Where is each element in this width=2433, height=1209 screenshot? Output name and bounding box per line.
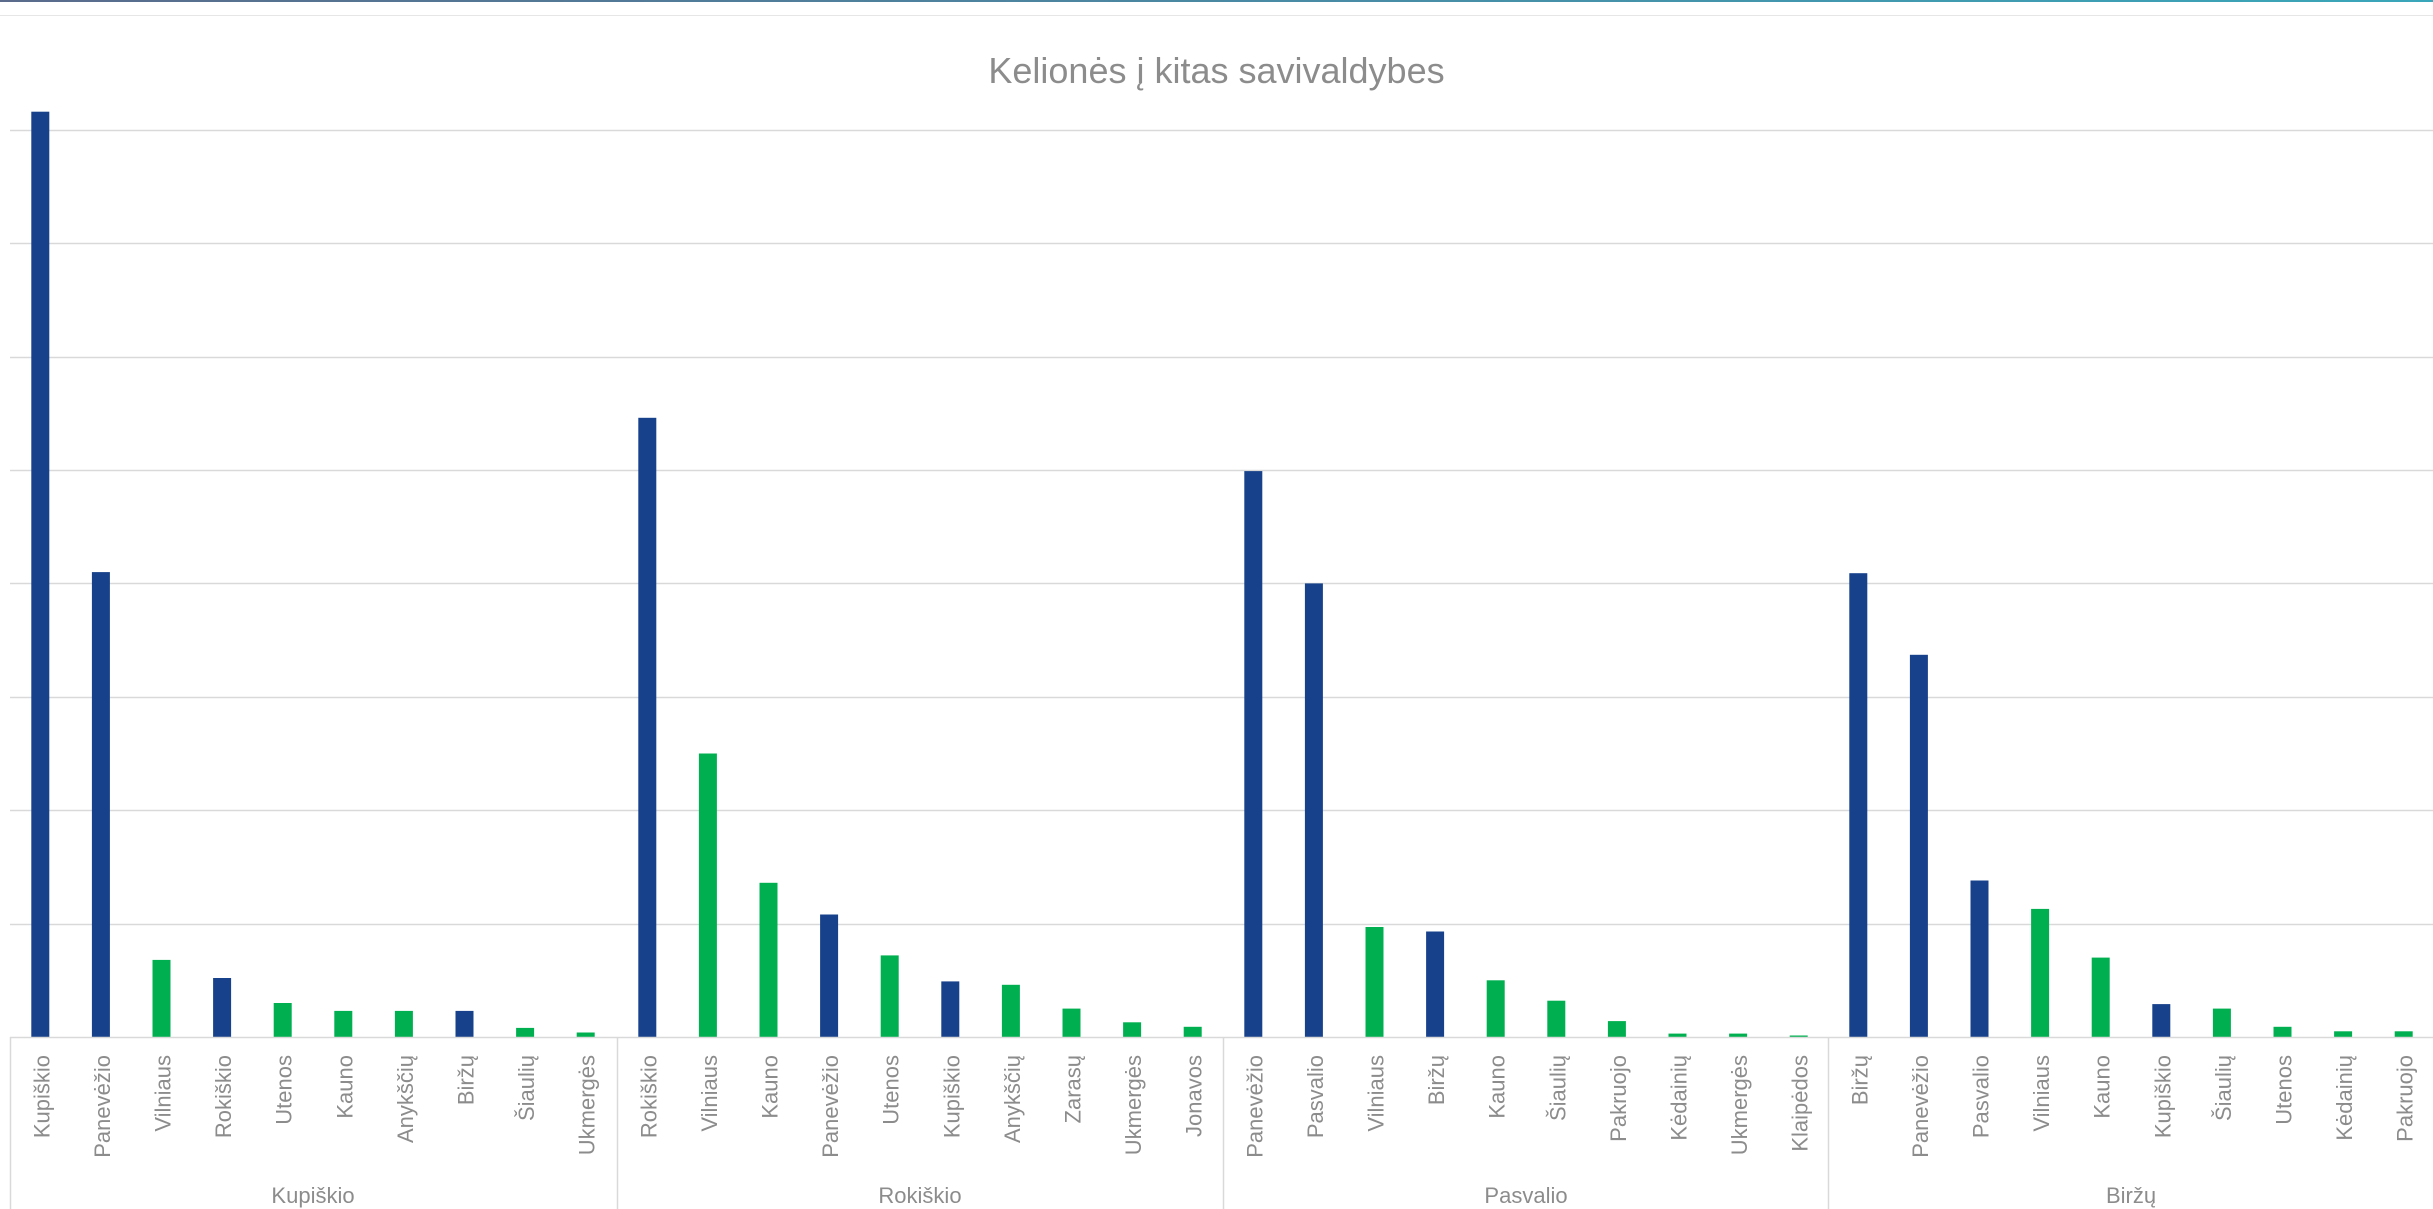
category-tick-label: Anykščių [1000, 1055, 1025, 1143]
category-tick-label: Utenos [2272, 1055, 2297, 1125]
top-divider [0, 15, 2433, 16]
bar [1304, 583, 1323, 1037]
category-axis: Kupiškio Panevėžio Vilniaus Rokiškio Utenos K… [9, 1036, 2433, 1209]
category-tick-label: Šiaulių [2211, 1055, 2236, 1121]
bar [2031, 908, 2050, 1037]
bar [1789, 1035, 1808, 1037]
category-tick-label: Pasvalio [1969, 1055, 1994, 1138]
category-tick-label: Jonavos [1182, 1055, 1207, 1137]
bar [91, 572, 110, 1037]
group-label: Kupiškio [271, 1183, 354, 1208]
bar [820, 914, 839, 1037]
category-tick-label: Ukmergės [1121, 1055, 1146, 1155]
category-tick-label: Kupiškio [2150, 1055, 2175, 1138]
bar [2273, 1026, 2292, 1037]
bar [152, 959, 171, 1037]
category-tick-label: Ukmergės [575, 1055, 600, 1155]
category-tick-label: Pasvalio [1303, 1055, 1328, 1138]
bar [1001, 984, 1020, 1037]
category-tick-label: Rokiškio [211, 1055, 236, 1138]
bar [941, 981, 960, 1037]
gridlines [10, 129, 2433, 926]
bar [1909, 654, 1928, 1037]
category-tick-label: Utenos [272, 1055, 297, 1125]
bar [394, 1010, 413, 1037]
bar [1123, 1022, 1142, 1037]
bar [880, 955, 899, 1037]
category-tick-label: Vilniaus [697, 1055, 722, 1132]
category-tick-label: Šiaulių [514, 1055, 539, 1121]
category-tick-label: Kėdainių [1667, 1055, 1692, 1141]
category-tick-label: Vilniaus [151, 1055, 176, 1132]
category-tick-label: Utenos [879, 1055, 904, 1125]
category-tick-label: Kauno [332, 1055, 357, 1119]
bar [1849, 573, 1868, 1037]
bar [576, 1032, 595, 1037]
bar [2212, 1008, 2231, 1037]
bars [31, 111, 2413, 1038]
category-tick-label: Kauno [758, 1055, 783, 1119]
category-tick-label: Biržų [454, 1055, 479, 1105]
bar [1486, 980, 1505, 1037]
group-label: Pasvalio [1484, 1183, 1567, 1208]
category-tick-label: Biržų [1847, 1055, 1872, 1105]
category-tick-label: Panevėžio [818, 1055, 843, 1158]
category-tick-label: Kauno [2090, 1055, 2115, 1119]
chart-title: Kelionės į kitas savivaldybes [988, 50, 1445, 91]
bar [2334, 1031, 2353, 1037]
bar [334, 1010, 353, 1037]
group-label: Biržų [2106, 1183, 2156, 1208]
bar [455, 1010, 474, 1037]
bar [1547, 1000, 1566, 1037]
bar [1426, 931, 1445, 1037]
bar [273, 1003, 292, 1037]
category-tick-label: Panevėžio [1908, 1055, 1933, 1158]
category-tick-label: Pakruojo [1606, 1055, 1631, 1142]
category-tick-label: Zarasų [1061, 1055, 1086, 1123]
category-tick-label: Klaipėdos [1788, 1055, 1813, 1152]
bar [1365, 927, 1384, 1037]
bar [31, 111, 50, 1037]
bar [213, 978, 232, 1037]
category-tick-label: Kauno [1485, 1055, 1510, 1119]
category-tick-label: Biržų [1424, 1055, 1449, 1105]
category-tick-label: Šiaulių [1545, 1055, 1570, 1121]
bar [2152, 1004, 2171, 1037]
top-accent-strip [0, 0, 2433, 2]
bar [1244, 471, 1263, 1038]
category-tick-label: Rokiškio [636, 1055, 661, 1138]
category-tick-label: Vilniaus [1364, 1055, 1389, 1132]
category-tick-label: Kupiškio [939, 1055, 964, 1138]
bar [759, 882, 778, 1037]
bar [1062, 1008, 1081, 1037]
category-tick-label: Pakruojo [2393, 1055, 2418, 1142]
bar [1607, 1021, 1626, 1037]
category-tick-label: Panevėžio [1242, 1055, 1267, 1158]
bar [1668, 1033, 1687, 1037]
category-tick-label: Kupiškio [29, 1055, 54, 1138]
category-tick-label: Anykščių [393, 1055, 418, 1143]
category-tick-label: Panevėžio [90, 1055, 115, 1158]
bar [1729, 1033, 1748, 1037]
category-tick-label: Kėdainių [2332, 1055, 2357, 1141]
bar [1970, 880, 1989, 1037]
bar [698, 753, 717, 1037]
category-tick-label: Vilniaus [2029, 1055, 2054, 1132]
bar [1183, 1026, 1202, 1037]
group-label: Rokiškio [878, 1183, 961, 1208]
bar [2091, 957, 2110, 1037]
bar [638, 417, 657, 1037]
category-tick-label: Ukmergės [1727, 1055, 1752, 1155]
bar [516, 1027, 535, 1037]
bar [2394, 1031, 2413, 1037]
